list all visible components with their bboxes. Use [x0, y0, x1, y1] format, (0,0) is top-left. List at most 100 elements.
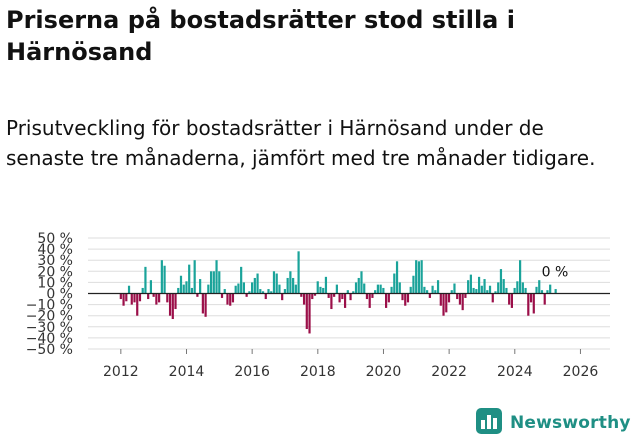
bar — [264, 293, 267, 300]
bar — [499, 269, 503, 294]
bar — [313, 293, 317, 296]
bar — [447, 293, 451, 303]
x-tick-label: 2024 — [497, 364, 533, 380]
bar — [278, 284, 281, 294]
bar — [316, 281, 319, 294]
bar — [158, 293, 161, 303]
bar — [231, 293, 235, 303]
bar — [398, 282, 401, 294]
bar — [349, 293, 352, 301]
bar — [267, 289, 270, 294]
bar — [508, 293, 511, 305]
bar — [149, 280, 153, 294]
y-tick-label: 10 % — [37, 275, 73, 291]
bar — [497, 282, 500, 294]
bar — [461, 293, 464, 311]
y-tick-label: −30 % — [26, 320, 73, 336]
y-tick-label: −40 % — [26, 331, 73, 347]
bar — [477, 276, 481, 294]
bar — [333, 293, 336, 297]
x-tick-label: 2012 — [103, 364, 139, 380]
bar — [417, 261, 421, 294]
bar — [147, 293, 150, 300]
bar — [535, 286, 538, 294]
bar — [204, 293, 207, 317]
x-tick-label: 2020 — [366, 364, 402, 380]
bar — [385, 293, 388, 308]
bar-chart-logo-icon — [476, 408, 502, 438]
bar — [374, 290, 377, 294]
bar — [130, 293, 133, 305]
brand-logo: Newsworthy — [476, 408, 631, 438]
bar — [275, 273, 278, 294]
x-tick-label: 2018 — [300, 364, 336, 380]
bar — [426, 290, 429, 294]
bar — [423, 286, 426, 294]
y-tick-label: 0 % — [46, 287, 73, 303]
bar — [193, 260, 196, 294]
bar — [223, 289, 226, 294]
bar — [270, 291, 273, 294]
bar — [302, 293, 306, 305]
last-value-label: 0 % — [542, 265, 569, 281]
bar — [127, 285, 131, 294]
bar — [513, 287, 516, 294]
y-axis-tick-labels: −50 %−40 %−30 %−20 %−10 %0 %10 %20 %30 %… — [26, 231, 73, 358]
bar — [292, 277, 295, 294]
bar — [220, 293, 224, 298]
bar — [171, 293, 174, 320]
y-tick-label: −10 % — [26, 298, 73, 314]
bar — [322, 287, 325, 294]
bar — [294, 284, 297, 294]
bar — [136, 293, 139, 316]
bar — [308, 293, 311, 334]
bar — [387, 293, 390, 303]
bar — [125, 293, 128, 302]
bar — [138, 293, 142, 302]
bar — [253, 277, 256, 294]
bar — [343, 293, 347, 308]
bar — [510, 293, 514, 308]
bar — [190, 287, 194, 294]
bar — [215, 260, 218, 294]
bar — [341, 293, 344, 300]
bar — [469, 274, 472, 294]
bar — [393, 273, 396, 294]
bar — [412, 275, 415, 294]
bar — [390, 286, 393, 294]
bar — [363, 283, 366, 294]
bar — [212, 271, 215, 294]
bar — [354, 282, 358, 294]
bar — [450, 290, 453, 294]
bar — [376, 284, 379, 294]
bar — [527, 293, 530, 316]
bar — [415, 260, 418, 294]
bar — [209, 271, 213, 294]
bar — [467, 280, 470, 294]
bar — [168, 293, 172, 316]
bar — [404, 293, 407, 306]
bar — [272, 271, 276, 294]
bar — [179, 275, 183, 294]
bar — [207, 284, 210, 294]
bar — [428, 293, 431, 298]
bar — [420, 260, 423, 294]
bar — [261, 291, 265, 294]
bar — [453, 283, 456, 294]
bar — [335, 284, 338, 294]
bar — [554, 289, 557, 294]
bar — [406, 293, 410, 303]
bar — [330, 293, 333, 310]
bar — [144, 266, 147, 294]
bar — [160, 260, 163, 294]
bar — [456, 293, 459, 300]
bar — [365, 293, 369, 300]
bar — [524, 287, 527, 294]
bar — [371, 293, 374, 298]
bar — [229, 293, 232, 306]
bar — [286, 277, 289, 294]
bar — [379, 284, 382, 294]
bar — [182, 284, 185, 294]
bar — [256, 273, 259, 294]
bar — [486, 290, 489, 294]
